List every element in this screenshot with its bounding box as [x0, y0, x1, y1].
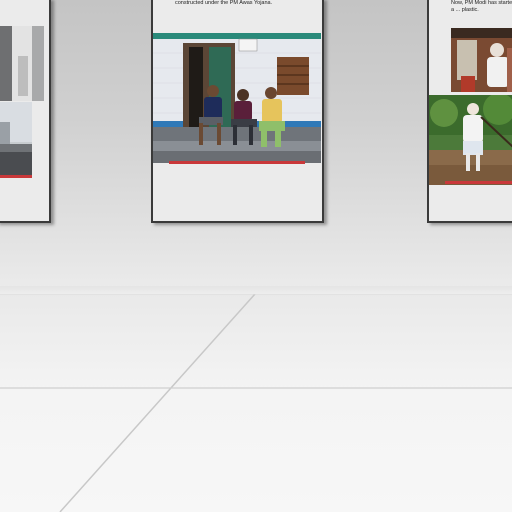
baseboard [0, 286, 512, 296]
right-panel-caption: Now, PM Modi has started a ... plastic. [451, 0, 512, 13]
right-panel-photo-bottom [429, 95, 512, 185]
center-panel-caption: constructed under the PM Awas Yojana. [175, 0, 273, 6]
center-panel-accent-bar [169, 161, 305, 164]
left-panel-photo-bottom [0, 102, 32, 175]
right-panel-accent-bar [445, 181, 512, 184]
gallery-floor[interactable] [0, 294, 512, 512]
left-panel-photo-top [0, 26, 44, 101]
floor-tiles [0, 294, 512, 512]
center-panel-photo [153, 33, 321, 163]
right-panel[interactable]: Now, PM Modi has started a ... plastic. [427, 0, 512, 223]
left-panel[interactable] [0, 0, 51, 223]
right-panel-photo-top [451, 28, 512, 92]
center-panel[interactable]: constructed under the PM Awas Yojana. [151, 0, 324, 223]
left-panel-accent-bar [0, 175, 32, 178]
